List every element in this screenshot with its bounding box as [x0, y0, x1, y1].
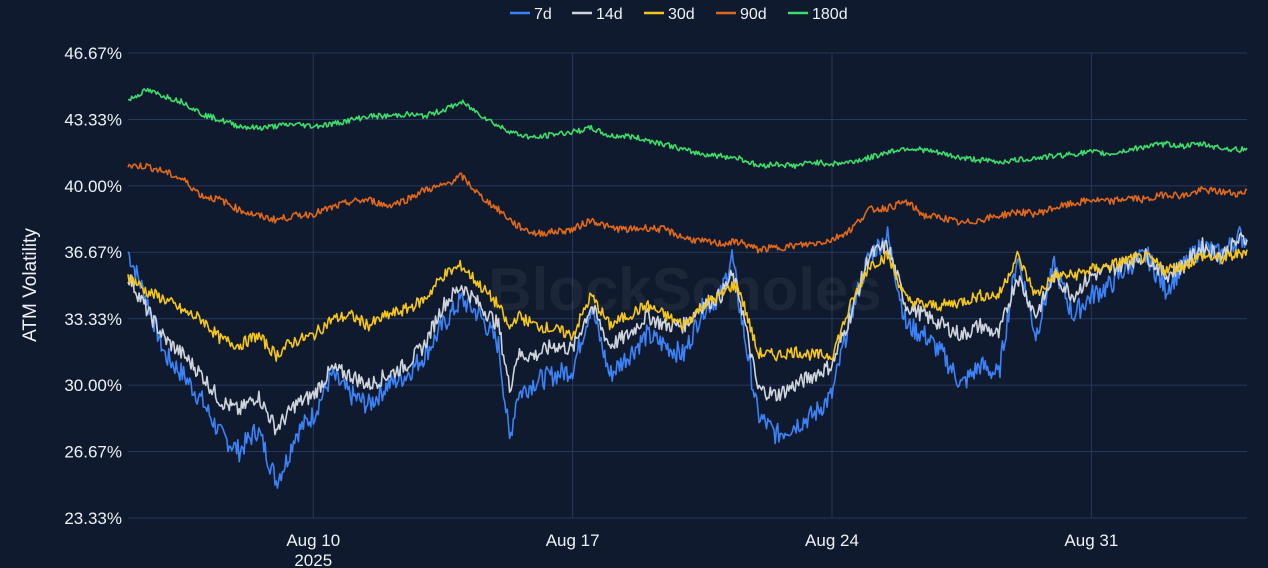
- series-layer: [127, 87, 1248, 489]
- legend-label-7d: 7d: [534, 6, 552, 23]
- y-tick-label: 33.33%: [64, 310, 122, 329]
- y-tick-label: 26.67%: [64, 442, 122, 461]
- y-tick-label: 40.00%: [64, 177, 122, 196]
- series-line-30d: [127, 248, 1248, 362]
- x-tick-label: Aug 10: [286, 531, 340, 550]
- legend: 7d 14d 30d 90d 180d: [510, 6, 848, 23]
- x-tick-label: Aug 24: [805, 531, 859, 550]
- grid: [128, 52, 1247, 519]
- series-line-90d: [127, 162, 1248, 254]
- series-line-14d: [127, 232, 1248, 436]
- y-axis: 46.67% 43.33% 40.00% 36.67% 33.33% 30.00% 26.6…: [64, 44, 122, 528]
- legend-label-30d: 30d: [668, 6, 695, 23]
- y-tick-label: 36.67%: [64, 243, 122, 262]
- x-tick-label: Aug 17: [546, 531, 600, 550]
- legend-label-90d: 90d: [740, 6, 767, 23]
- y-tick-label: 43.33%: [64, 111, 122, 130]
- watermark: BlockScholes: [488, 256, 882, 323]
- y-tick-label: 23.33%: [64, 509, 122, 528]
- y-axis-label: ATM Volatility: [20, 228, 41, 342]
- y-tick-label: 30.00%: [64, 376, 122, 395]
- x-tick-label: Aug 31: [1064, 531, 1118, 550]
- legend-label-180d: 180d: [812, 6, 848, 23]
- legend-label-14d: 14d: [596, 6, 623, 23]
- x-tick-sublabel: 2025: [294, 551, 332, 568]
- series-line-180d: [127, 87, 1248, 170]
- y-tick-label: 46.67%: [64, 44, 122, 63]
